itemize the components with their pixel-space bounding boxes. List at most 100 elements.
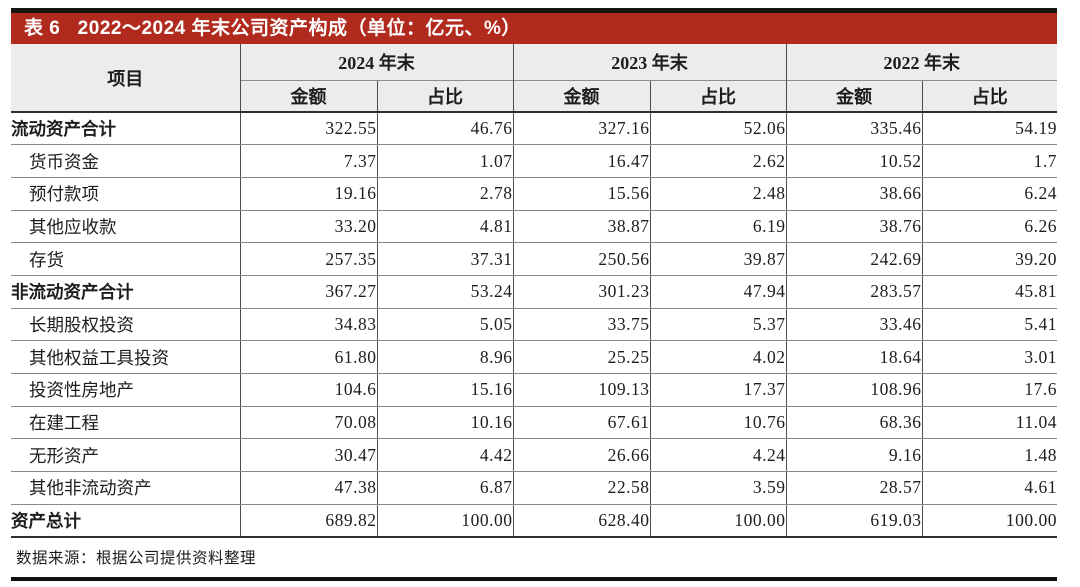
- cell-value: 6.26: [921, 210, 1057, 244]
- cell-value: 39.20: [921, 242, 1057, 276]
- cell-value: 335.46: [785, 112, 922, 146]
- cell-value: 5.05: [376, 308, 513, 342]
- cell-value: 100.00: [649, 504, 786, 538]
- row-label: 在建工程: [11, 406, 240, 440]
- cell-value: 61.80: [239, 340, 377, 374]
- cell-value: 67.61: [512, 406, 650, 440]
- cell-value: 17.6: [921, 373, 1057, 407]
- cell-value: 6.87: [376, 471, 513, 505]
- cell-value: 1.07: [376, 144, 513, 178]
- cell-value: 104.6: [239, 373, 377, 407]
- cell-value: 54.19: [921, 112, 1057, 146]
- cell-value: 4.42: [376, 438, 513, 473]
- cell-value: 2.78: [376, 177, 513, 211]
- data-source-note: 数据来源：根据公司提供资料整理: [11, 538, 1057, 581]
- table-row: 资产总计 689.82 100.00 628.40 100.00 619.03 100.00: [11, 504, 1057, 538]
- cell-value: 8.96: [376, 340, 513, 374]
- cell-value: 47.94: [649, 275, 786, 309]
- cell-value: 34.83: [239, 308, 377, 342]
- table-row: 其他非流动资产 47.38 6.87 22.58 3.59 28.57 4.61: [11, 471, 1057, 505]
- cell-value: 38.87: [512, 210, 650, 244]
- cell-value: 367.27: [239, 275, 377, 309]
- cell-value: 15.16: [376, 373, 513, 407]
- cell-value: 10.52: [785, 144, 922, 178]
- cell-value: 26.66: [512, 438, 650, 473]
- cell-value: 28.57: [785, 471, 922, 505]
- cell-value: 6.24: [921, 177, 1057, 211]
- cell-value: 11.04: [921, 406, 1057, 440]
- year-header-2023: 2023 年末: [512, 44, 786, 80]
- amount-header-2023: 金额: [512, 79, 650, 113]
- cell-value: 2.48: [649, 177, 786, 211]
- cell-value: 2.62: [649, 144, 786, 178]
- cell-value: 4.02: [649, 340, 786, 374]
- table-row: 其他应收款 33.20 4.81 38.87 6.19 38.76 6.26: [11, 210, 1057, 244]
- cell-value: 628.40: [512, 504, 650, 538]
- cell-value: 16.47: [512, 144, 650, 178]
- year-header-2022: 2022 年末: [785, 44, 1057, 80]
- cell-value: 68.36: [785, 406, 922, 440]
- cell-value: 108.96: [785, 373, 922, 407]
- cell-value: 45.81: [921, 275, 1057, 309]
- cell-value: 301.23: [512, 275, 650, 309]
- row-label: 资产总计: [11, 504, 240, 538]
- title-top-strip: [11, 8, 1057, 13]
- row-label: 无形资产: [11, 438, 240, 473]
- cell-value: 9.16: [785, 438, 922, 473]
- cell-value: 3.59: [649, 471, 786, 505]
- cell-value: 5.41: [921, 308, 1057, 342]
- share-header-2022: 占比: [921, 79, 1057, 113]
- cell-value: 10.16: [376, 406, 513, 440]
- share-header-2024: 占比: [376, 79, 513, 113]
- cell-value: 4.81: [376, 210, 513, 244]
- table-row: 非流动资产合计 367.27 53.24 301.23 47.94 283.57 45.81: [11, 275, 1057, 309]
- year-header-row: 项目 2024 年末 2023 年末 2022 年末: [11, 44, 1057, 113]
- table-row: 投资性房地产 104.6 15.16 109.13 17.37 108.96 17.6: [11, 373, 1057, 407]
- cell-value: 46.76: [376, 112, 513, 146]
- cell-value: 3.01: [921, 340, 1057, 374]
- asset-composition-table: 项目 2024 年末 2023 年末 2022 年末 金额 占比 金额 占比 金…: [11, 44, 1057, 538]
- cell-value: 242.69: [785, 242, 922, 276]
- cell-value: 52.06: [649, 112, 786, 146]
- cell-value: 327.16: [512, 112, 650, 146]
- cell-value: 4.61: [921, 471, 1057, 505]
- cell-value: 100.00: [376, 504, 513, 538]
- table-row: 在建工程 70.08 10.16 67.61 10.76 68.36 11.04: [11, 406, 1057, 440]
- cell-value: 30.47: [239, 438, 377, 473]
- cell-value: 33.75: [512, 308, 650, 342]
- cell-value: 47.38: [239, 471, 377, 505]
- cell-value: 7.37: [239, 144, 377, 178]
- item-column-header: 项目: [11, 44, 240, 113]
- cell-value: 38.76: [785, 210, 922, 244]
- cell-value: 619.03: [785, 504, 922, 538]
- table-header: 项目 2024 年末 2023 年末 2022 年末 金额 占比 金额 占比 金…: [11, 44, 1057, 113]
- row-label: 非流动资产合计: [11, 275, 240, 309]
- cell-value: 109.13: [512, 373, 650, 407]
- table-body: 流动资产合计 322.55 46.76 327.16 52.06 335.46 54.19 货…: [11, 112, 1057, 538]
- cell-value: 250.56: [512, 242, 650, 276]
- cell-value: 33.46: [785, 308, 922, 342]
- table-row: 长期股权投资 34.83 5.05 33.75 5.37 33.46 5.41: [11, 308, 1057, 342]
- cell-value: 17.37: [649, 373, 786, 407]
- cell-value: 5.37: [649, 308, 786, 342]
- row-label: 存货: [11, 242, 240, 276]
- row-label: 预付款项: [11, 177, 240, 211]
- table-title-bar: 表 6 2022～2024 年末公司资产构成（单位：亿元、%）: [11, 13, 1057, 44]
- cell-value: 6.19: [649, 210, 786, 244]
- table-row: 流动资产合计 322.55 46.76 327.16 52.06 335.46 54.19: [11, 112, 1057, 146]
- table-row: 存货 257.35 37.31 250.56 39.87 242.69 39.20: [11, 242, 1057, 276]
- sub-header-row: 金额 占比 金额 占比 金额 占比: [11, 79, 1057, 113]
- cell-value: 15.56: [512, 177, 650, 211]
- row-label: 其他权益工具投资: [11, 340, 240, 374]
- table-row: 其他权益工具投资 61.80 8.96 25.25 4.02 18.64 3.01: [11, 340, 1057, 374]
- year-header-2024: 2024 年末: [239, 44, 513, 80]
- amount-header-2022: 金额: [785, 79, 922, 113]
- cell-value: 4.24: [649, 438, 786, 473]
- cell-value: 257.35: [239, 242, 377, 276]
- cell-value: 39.87: [649, 242, 786, 276]
- amount-header-2024: 金额: [239, 79, 377, 113]
- table-row: 预付款项 19.16 2.78 15.56 2.48 38.66 6.24: [11, 177, 1057, 211]
- cell-value: 22.58: [512, 471, 650, 505]
- cell-value: 10.76: [649, 406, 786, 440]
